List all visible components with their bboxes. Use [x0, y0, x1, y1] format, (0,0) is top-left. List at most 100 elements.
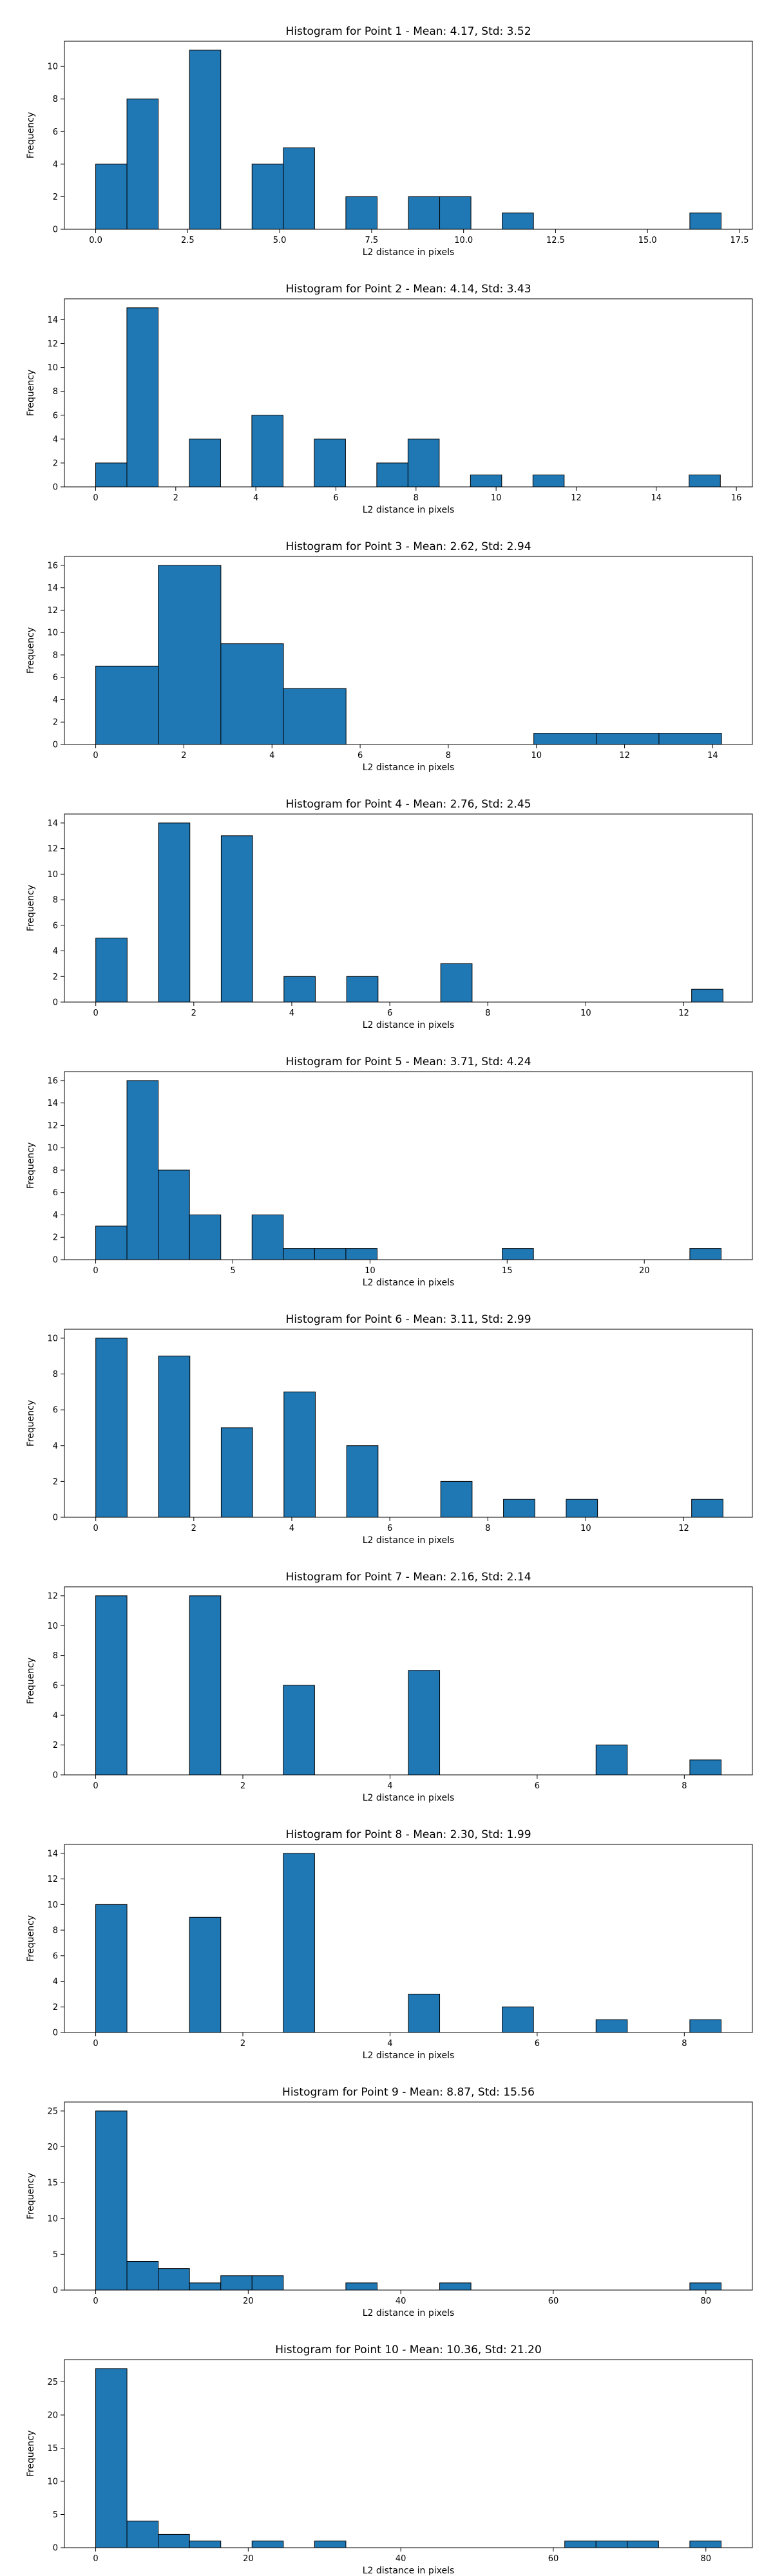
x-axis-label: L2 distance in pixels	[363, 1278, 455, 1288]
y-tick-label: 10	[47, 2477, 58, 2487]
x-tick-label: 12	[678, 1524, 689, 1533]
y-tick-label: 6	[53, 411, 58, 421]
histogram-bar	[689, 2282, 721, 2291]
y-tick-label: 12	[47, 1121, 58, 1131]
x-tick-label: 20	[639, 1266, 650, 1276]
y-tick-label: 2	[53, 2003, 58, 2012]
histogram-bar	[345, 2282, 377, 2291]
x-tick-label: 6	[358, 751, 363, 761]
chart-title: Histogram for Point 7 - Mean: 2.16, Std:…	[285, 1571, 531, 1584]
histogram-bar	[158, 1170, 190, 1260]
histogram-bar	[95, 1904, 128, 2033]
y-tick-label: 10	[47, 1900, 58, 1910]
x-tick-label: 6	[387, 1009, 392, 1018]
histogram-bar	[408, 1670, 441, 1776]
y-tick-label: 16	[47, 561, 58, 571]
x-tick-label: 4	[289, 1524, 294, 1533]
histogram-bar	[126, 2521, 159, 2548]
y-tick-label: 14	[47, 1849, 58, 1859]
y-tick-label: 14	[47, 1099, 58, 1108]
x-tick-label: 0.0	[89, 236, 102, 245]
histogram-panel-2: Histogram for Point 2 - Mean: 4.14, Std:…	[26, 283, 753, 515]
x-tick-label: 8	[446, 751, 451, 761]
x-tick-label: 2	[240, 1781, 245, 1791]
plot-frame	[64, 1329, 753, 1518]
chart-title: Histogram for Point 3 - Mean: 2.62, Std:…	[285, 540, 531, 553]
y-axis-label: Frequency	[26, 1142, 36, 1189]
histogram-bar	[95, 2110, 128, 2291]
chart-title: Histogram for Point 1 - Mean: 4.17, Std:…	[285, 25, 531, 38]
histogram-bar	[283, 1853, 315, 2033]
histogram-panel-4: Histogram for Point 4 - Mean: 2.76, Std:…	[26, 798, 753, 1030]
histogram-bar	[439, 196, 472, 230]
y-tick-label: 2	[53, 972, 58, 982]
y-tick-label: 4	[53, 1211, 58, 1220]
y-tick-label: 0	[53, 2029, 58, 2038]
y-tick-label: 6	[53, 921, 58, 931]
y-tick-label: 8	[53, 1926, 58, 1936]
x-tick-label: 40	[396, 2297, 406, 2306]
x-tick-label: 10	[531, 751, 542, 761]
y-tick-label: 8	[53, 896, 58, 905]
y-tick-label: 14	[47, 316, 58, 325]
x-tick-label: 0	[93, 2297, 98, 2306]
y-tick-label: 8	[53, 95, 58, 104]
histogram-bar	[283, 1248, 315, 1260]
chart-title: Histogram for Point 8 - Mean: 2.30, Std:…	[285, 1828, 531, 1841]
y-tick-label: 8	[53, 650, 58, 660]
y-axis-label: Frequency	[26, 2430, 36, 2477]
histogram-bar	[532, 474, 565, 488]
x-tick-label: 8	[682, 2039, 687, 2049]
histogram-bar	[314, 2541, 347, 2548]
x-tick-label: 80	[701, 2297, 712, 2306]
y-tick-label: 10	[47, 1622, 58, 1631]
y-tick-label: 12	[47, 606, 58, 616]
x-tick-label: 12	[571, 493, 582, 503]
x-tick-label: 12	[619, 751, 630, 761]
histogram-bar	[595, 2019, 628, 2033]
y-tick-label: 25	[47, 2107, 58, 2116]
y-tick-label: 12	[47, 339, 58, 349]
histogram-bar	[189, 439, 221, 488]
y-tick-label: 5	[53, 2250, 58, 2260]
histogram-bar	[407, 439, 440, 488]
y-tick-label: 2	[53, 1741, 58, 1750]
histogram-bar	[689, 1248, 721, 1260]
histogram-bar	[251, 2275, 284, 2291]
x-tick-label: 0	[93, 493, 98, 503]
y-tick-label: 2	[53, 718, 58, 728]
y-tick-label: 4	[53, 160, 58, 169]
x-axis-label: L2 distance in pixels	[363, 1535, 455, 1546]
y-tick-label: 15	[47, 2179, 58, 2188]
histogram-bar	[689, 1759, 721, 1776]
y-tick-label: 0	[53, 225, 58, 235]
histogram-bar	[251, 164, 284, 230]
y-tick-label: 10	[47, 1334, 58, 1343]
y-axis-label: Frequency	[26, 627, 36, 674]
y-tick-label: 2	[53, 1233, 58, 1243]
y-tick-label: 4	[53, 1977, 58, 1987]
histogram-bar	[283, 688, 347, 745]
histogram-panel-5: Histogram for Point 5 - Mean: 3.71, Std:…	[26, 1056, 753, 1288]
y-tick-label: 2	[53, 193, 58, 202]
x-tick-label: 10	[491, 493, 502, 503]
y-tick-label: 20	[47, 2143, 58, 2152]
y-tick-label: 10	[47, 2214, 58, 2224]
histogram-bar	[502, 1248, 534, 1260]
x-tick-label: 2	[191, 1009, 196, 1018]
x-tick-label: 0	[93, 2554, 98, 2564]
y-tick-label: 0	[53, 483, 58, 493]
x-tick-label: 80	[701, 2554, 712, 2564]
y-tick-label: 15	[47, 2444, 58, 2454]
y-tick-label: 0	[53, 1771, 58, 1781]
histogram-bar	[283, 976, 316, 1003]
x-axis-label: L2 distance in pixels	[363, 247, 455, 258]
x-tick-label: 16	[731, 493, 742, 503]
histogram-bar	[251, 415, 283, 488]
chart-title: Histogram for Point 6 - Mean: 3.11, Std:…	[285, 1313, 531, 1326]
histogram-bar	[346, 976, 379, 1003]
histogram-bar	[95, 1226, 128, 1260]
x-tick-label: 0	[93, 1524, 99, 1533]
histogram-bar	[251, 1214, 284, 1260]
